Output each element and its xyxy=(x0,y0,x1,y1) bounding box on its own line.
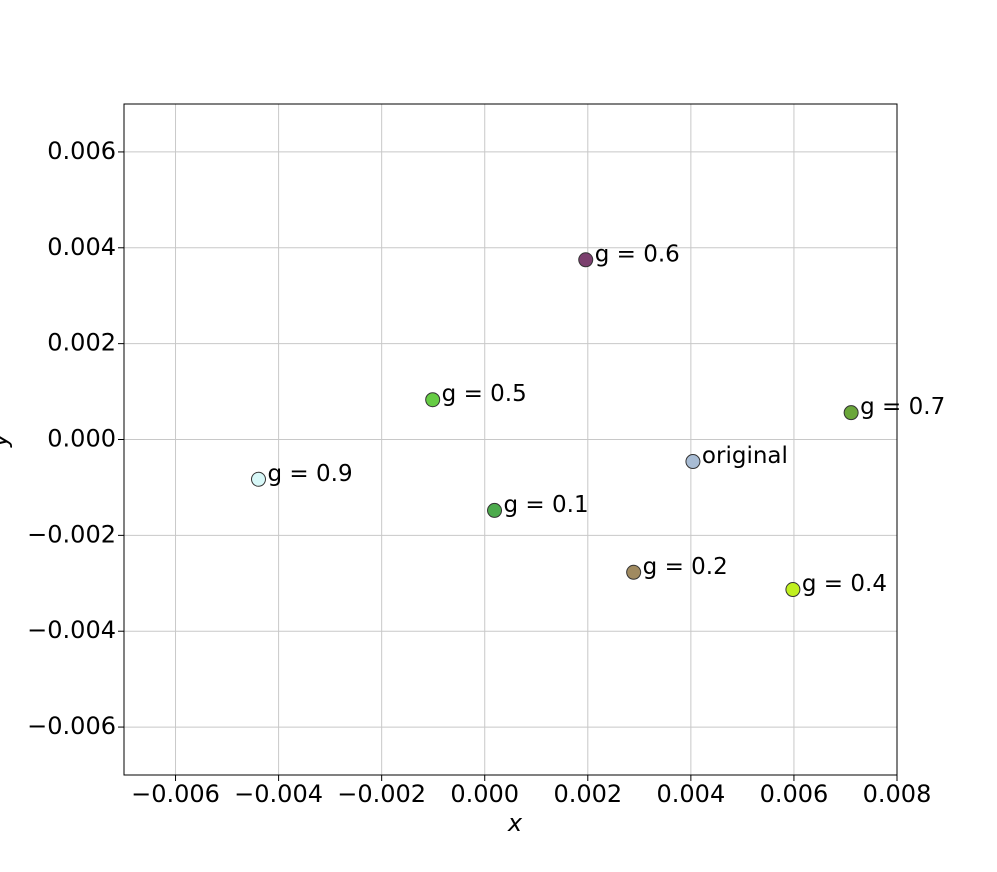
y-tick-label: −0.004 xyxy=(27,616,116,644)
point-label: g = 0.5 xyxy=(442,381,527,407)
point-label: g = 0.9 xyxy=(268,461,353,487)
point-label: g = 0.2 xyxy=(643,554,728,580)
point xyxy=(685,454,701,470)
y-axis-label: y xyxy=(0,432,13,448)
y-tick-label: 0.004 xyxy=(47,233,116,261)
point xyxy=(487,502,503,518)
x-tick-label: 0.008 xyxy=(863,780,932,808)
point xyxy=(785,582,801,598)
point xyxy=(626,564,642,580)
point xyxy=(251,471,267,487)
y-tick-label: 0.002 xyxy=(47,329,116,357)
y-tick-label: −0.006 xyxy=(27,712,116,740)
point xyxy=(843,405,859,421)
x-tick-label: 0.000 xyxy=(450,780,519,808)
x-tick-label: 0.002 xyxy=(553,780,622,808)
point xyxy=(578,252,594,268)
x-tick-label: 0.004 xyxy=(657,780,726,808)
point-label: g = 0.4 xyxy=(802,571,887,597)
point-label: g = 0.7 xyxy=(860,394,945,420)
x-tick-label: 0.006 xyxy=(760,780,829,808)
point xyxy=(425,392,441,408)
x-tick-label: −0.006 xyxy=(131,780,220,808)
point-label: original xyxy=(702,443,788,469)
y-tick-label: 0.006 xyxy=(47,137,116,165)
x-tick-label: −0.004 xyxy=(234,780,323,808)
point-label: g = 0.1 xyxy=(504,492,589,518)
y-tick-label: 0.000 xyxy=(47,425,116,453)
plot-frame xyxy=(123,103,898,776)
x-tick-label: −0.002 xyxy=(337,780,426,808)
x-axis-label: x xyxy=(507,809,523,837)
y-tick-label: −0.002 xyxy=(27,520,116,548)
point-label: g = 0.6 xyxy=(595,241,680,267)
